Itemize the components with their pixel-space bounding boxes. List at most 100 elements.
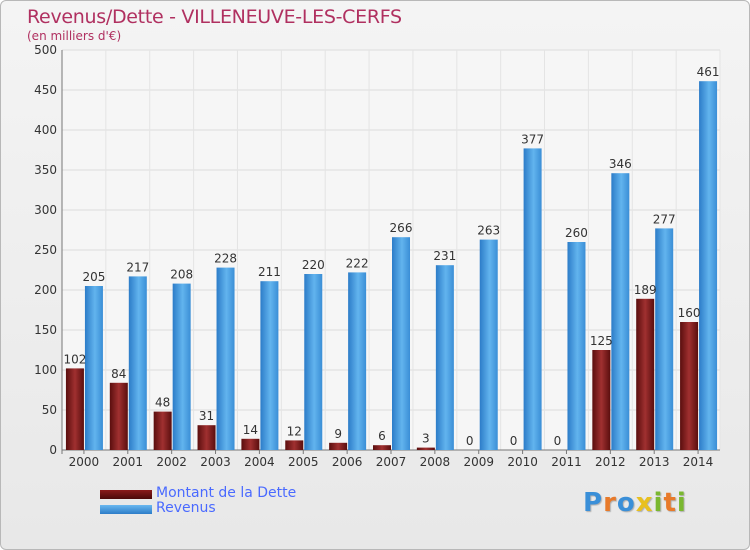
y-tick-label: 350 — [34, 163, 57, 177]
bar-debt-2006 — [329, 442, 348, 450]
logo-letter: r — [603, 488, 617, 518]
bar-debt-2007 — [373, 445, 391, 450]
bar-revenus-2013 — [655, 228, 674, 450]
bar-revenus-2012 — [611, 173, 630, 450]
y-tick-label: 150 — [34, 323, 57, 337]
legend-label-debt: Montant de la Dette — [156, 485, 297, 501]
bar-revenus-2011 — [567, 242, 586, 450]
data-label-revenus: 228 — [214, 252, 237, 266]
legend-swatch-debt — [100, 490, 152, 499]
y-tick-label: 100 — [34, 363, 57, 377]
data-label-debt: 6 — [378, 429, 386, 443]
y-tick-label: 250 — [34, 243, 57, 257]
data-label-debt: 3 — [422, 432, 430, 446]
bar-revenus-2009 — [479, 239, 498, 450]
data-label-revenus: 205 — [82, 270, 105, 284]
logo-letter: t — [663, 488, 677, 518]
x-tick-label: 2001 — [113, 455, 144, 469]
data-label-debt: 9 — [334, 427, 342, 441]
data-label-debt: 14 — [243, 423, 258, 437]
bar-revenus-2003 — [216, 267, 235, 450]
chart-title: Revenus/Dette - VILLENEUVE-LES-CERFS — [27, 6, 402, 28]
x-tick-label: 2004 — [244, 455, 275, 469]
bar-revenus-2007 — [392, 237, 410, 450]
bar-debt-2000 — [65, 368, 84, 450]
data-label-revenus: 461 — [697, 65, 720, 79]
data-label-debt: 12 — [287, 424, 302, 438]
data-label-revenus: 277 — [653, 212, 676, 226]
proxiti-logo: Proxiti — [583, 488, 687, 518]
data-label-revenus: 263 — [477, 224, 500, 238]
data-label-debt: 31 — [199, 409, 214, 423]
data-label-debt: 160 — [678, 306, 701, 320]
bar-revenus-2004 — [260, 281, 279, 450]
bar-debt-2014 — [680, 322, 699, 450]
x-tick-label: 2012 — [595, 455, 626, 469]
y-tick-label: 300 — [34, 203, 57, 217]
logo-letter: o — [616, 488, 636, 518]
data-label-debt: 0 — [510, 434, 518, 448]
legend-swatch-revenus — [100, 505, 152, 514]
bar-debt-2008 — [416, 447, 435, 450]
data-label-revenus: 231 — [433, 249, 456, 263]
chart-subtitle: (en milliers d'€) — [27, 29, 122, 43]
bar-revenus-2005 — [304, 274, 323, 450]
y-tick-label: 50 — [42, 403, 57, 417]
data-label-debt: 48 — [155, 396, 170, 410]
data-label-revenus: 220 — [302, 258, 325, 272]
x-tick-label: 2000 — [69, 455, 100, 469]
bar-revenus-2008 — [435, 265, 454, 450]
logo-letter: x — [635, 488, 654, 518]
x-tick-label: 2011 — [551, 455, 582, 469]
bar-debt-2003 — [197, 425, 216, 450]
bar-revenus-2002 — [172, 283, 191, 450]
bar-revenus-2006 — [348, 272, 367, 450]
data-label-revenus: 208 — [170, 268, 193, 282]
data-labels: 102 205 84 217 48 208 31 228 14 211 12 220 9 222 6 266 3… — [63, 65, 719, 448]
y-tick-label: 400 — [34, 123, 57, 137]
x-tick-label: 2006 — [332, 455, 363, 469]
data-label-revenus: 266 — [390, 221, 413, 235]
data-label-revenus: 377 — [521, 132, 544, 146]
y-tick-label: 450 — [34, 83, 57, 97]
data-label-revenus: 211 — [258, 265, 281, 279]
bar-debt-2004 — [241, 438, 260, 450]
bar-debt-2001 — [109, 382, 128, 450]
bar-debt-2002 — [153, 411, 172, 450]
data-label-debt: 102 — [63, 352, 86, 366]
bars — [65, 81, 718, 450]
bar-debt-2005 — [285, 440, 304, 450]
data-label-debt: 0 — [466, 434, 474, 448]
legend-label-revenus: Revenus — [156, 500, 216, 516]
bar-revenus-2010 — [523, 148, 542, 450]
data-label-debt: 189 — [634, 283, 657, 297]
x-tick-label: 2003 — [200, 455, 231, 469]
x-tick-label: 2009 — [463, 455, 494, 469]
x-tick-label: 2005 — [288, 455, 319, 469]
bar-revenus-2001 — [128, 276, 147, 450]
data-label-revenus: 222 — [346, 256, 369, 270]
data-label-revenus: 260 — [565, 226, 588, 240]
data-label-revenus: 217 — [126, 260, 149, 274]
data-label-debt: 0 — [554, 434, 562, 448]
y-tick-label: 200 — [34, 283, 57, 297]
x-tick-label: 2014 — [683, 455, 714, 469]
x-tick-label: 2008 — [420, 455, 451, 469]
x-tick-label: 2013 — [639, 455, 670, 469]
data-label-debt: 84 — [111, 367, 126, 381]
data-label-debt: 125 — [590, 334, 613, 348]
x-tick-label: 2002 — [156, 455, 187, 469]
y-tick-label: 500 — [34, 43, 57, 57]
y-tick-label: 0 — [49, 443, 57, 457]
logo-letter: i — [676, 488, 687, 518]
x-tick-label: 2010 — [507, 455, 538, 469]
bar-revenus-2014 — [699, 81, 718, 450]
logo-letter: i — [653, 488, 664, 518]
bar-debt-2012 — [592, 350, 611, 450]
bar-revenus-2000 — [84, 286, 103, 450]
bar-debt-2013 — [636, 298, 655, 450]
x-tick-label: 2007 — [376, 455, 407, 469]
data-label-revenus: 346 — [609, 157, 632, 171]
logo-letter: P — [583, 488, 604, 518]
